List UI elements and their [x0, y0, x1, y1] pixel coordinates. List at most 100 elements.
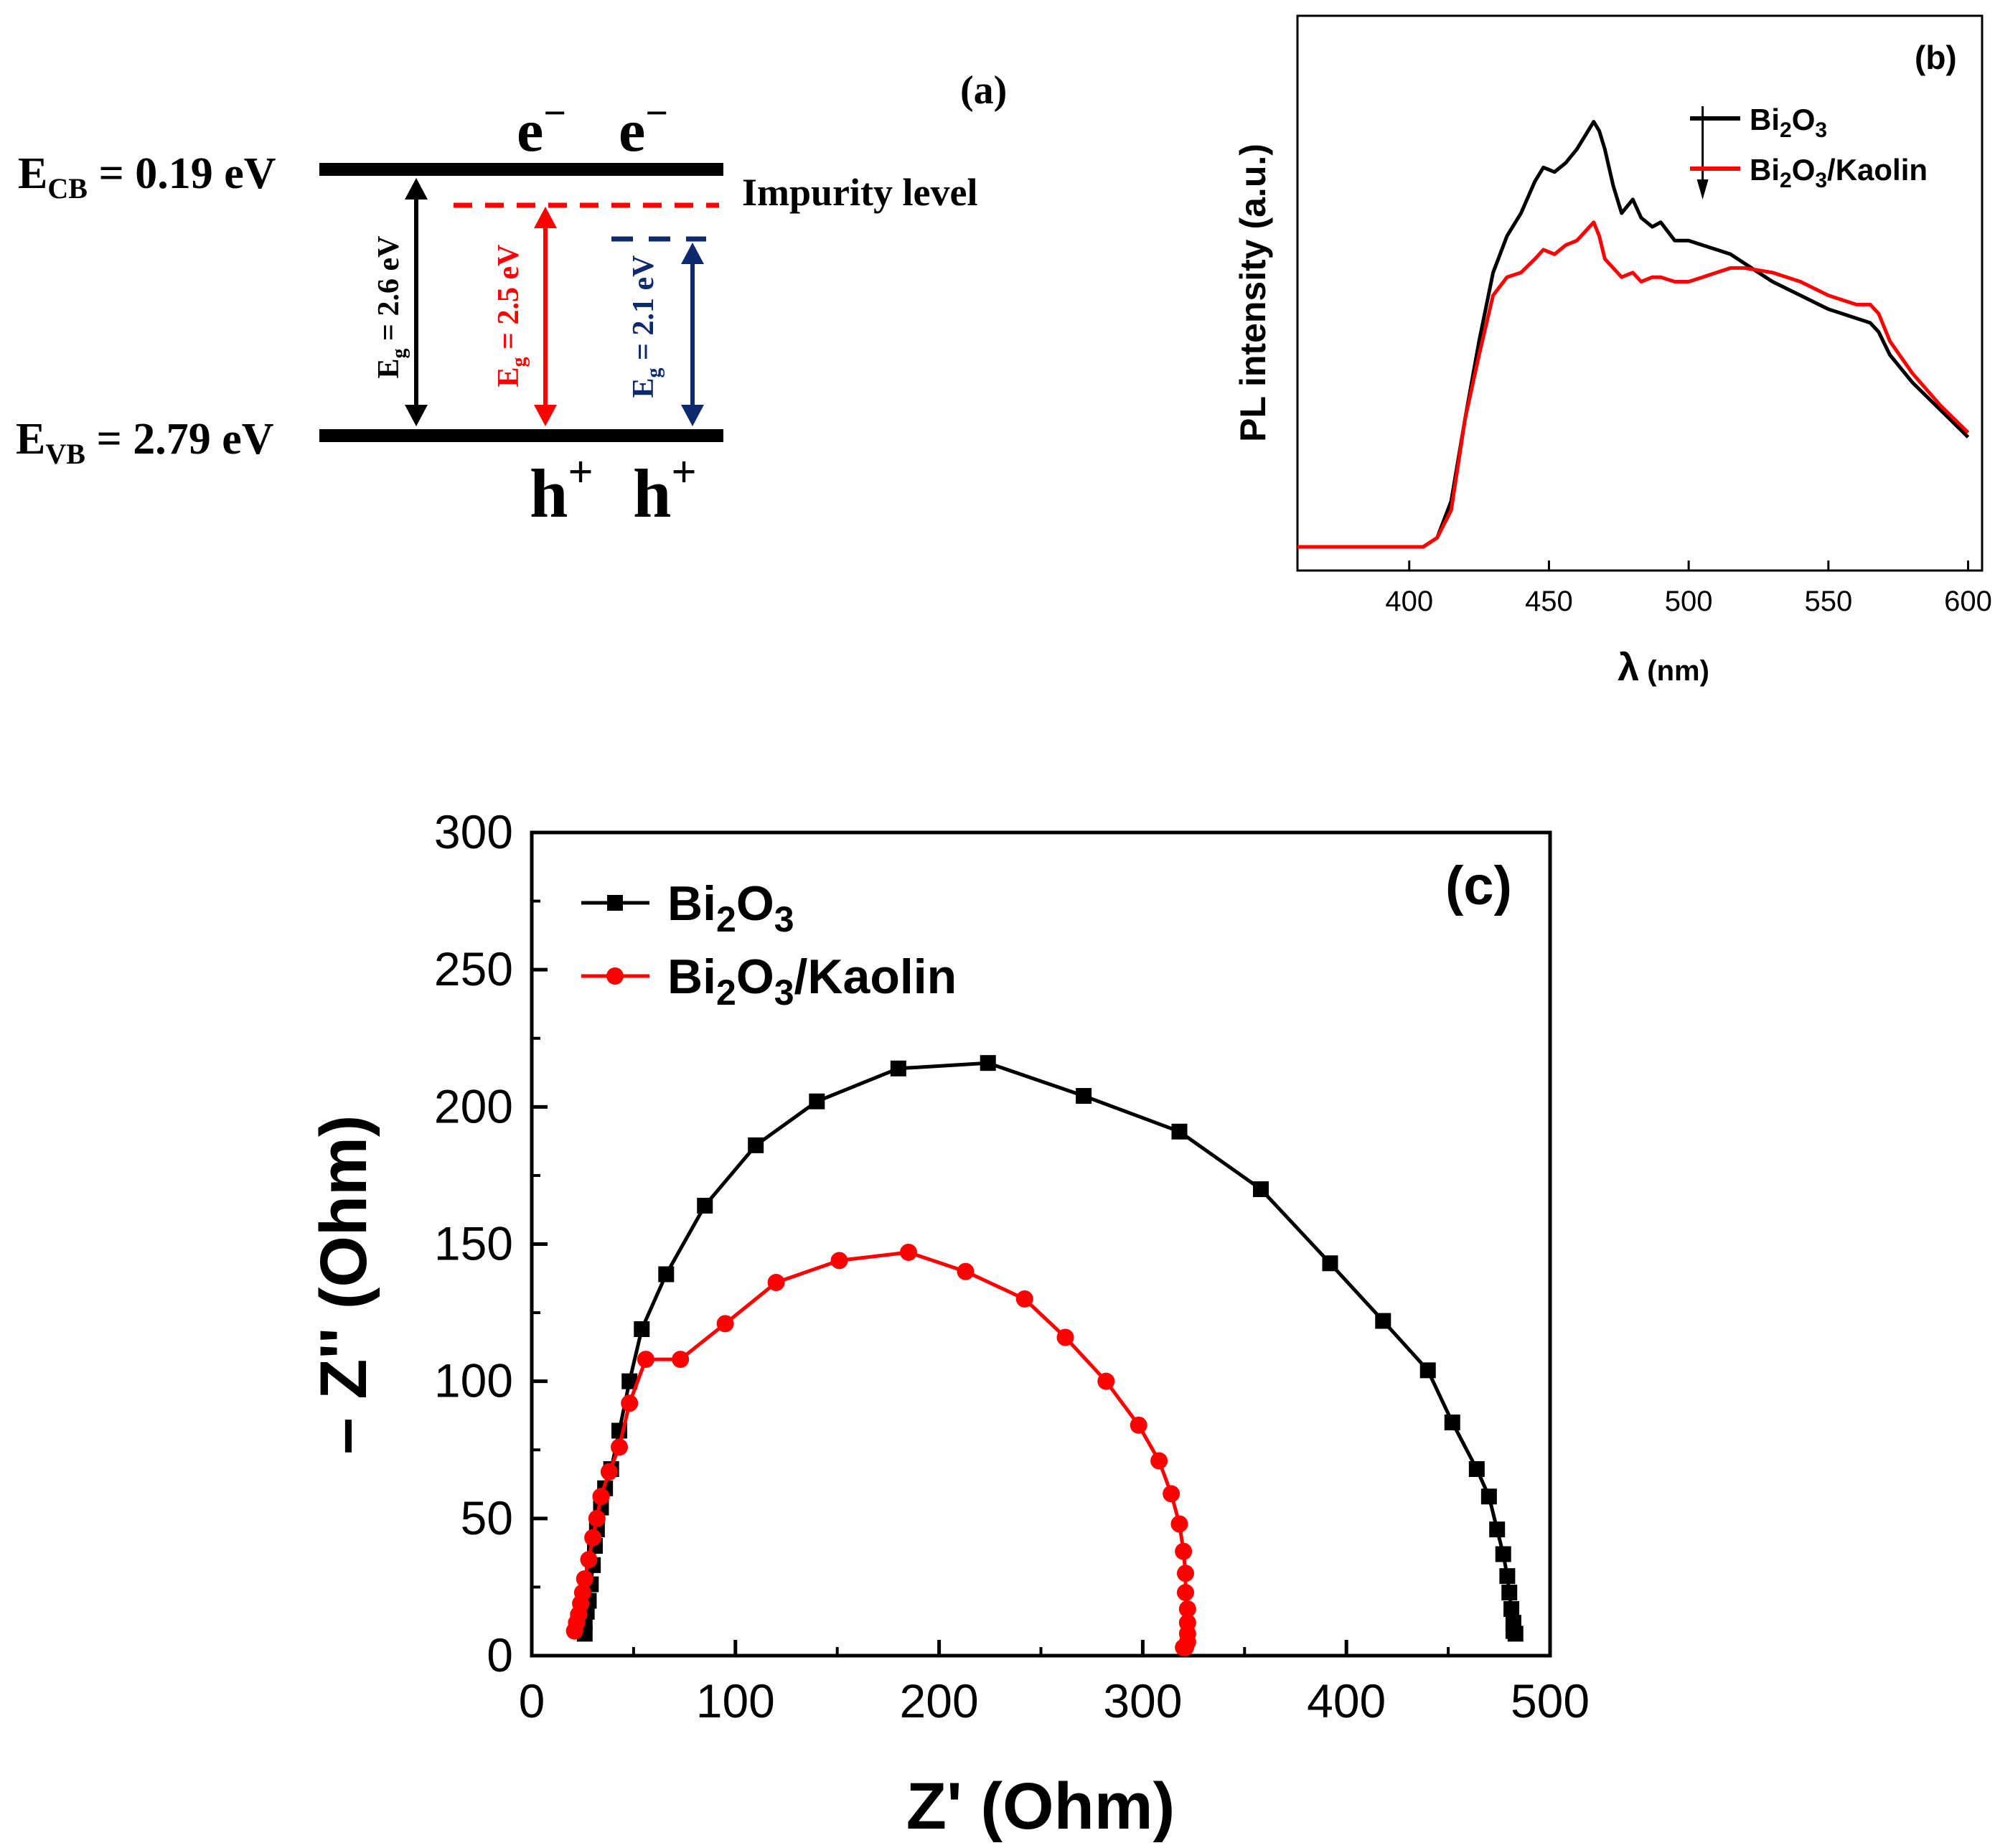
- arrow-head-down: [681, 405, 704, 426]
- cb-energy-main: E: [18, 149, 47, 198]
- data-point-circle: [1178, 1600, 1196, 1618]
- chem-subscript: 3: [774, 972, 794, 1013]
- x-tick-label: 500: [1511, 1674, 1590, 1727]
- hole-charge: +: [671, 448, 696, 497]
- y-tick-label: 250: [434, 942, 513, 995]
- data-point-square: [1444, 1415, 1460, 1431]
- data-point-square: [1322, 1255, 1338, 1272]
- data-point-circle: [1175, 1542, 1193, 1560]
- data-point-circle: [767, 1274, 785, 1292]
- chem-subscript: 3: [1815, 169, 1827, 192]
- x-tick-label: 400: [1307, 1674, 1386, 1727]
- data-point-square: [1253, 1181, 1269, 1198]
- chem-part: Bi: [667, 949, 716, 1004]
- data-point-square: [1489, 1521, 1506, 1538]
- data-point-square: [1419, 1362, 1436, 1379]
- gap-label-main: E: [492, 367, 525, 387]
- data-point-square: [1375, 1313, 1391, 1329]
- x-tick-label: 550: [1804, 586, 1852, 617]
- data-point-circle: [637, 1351, 654, 1369]
- chem-part: Bi: [1750, 103, 1780, 136]
- gap-label-value: = 2.6 eV: [372, 236, 405, 349]
- data-point-circle: [1130, 1416, 1147, 1434]
- impurity-level-label: Impurity level: [742, 171, 977, 214]
- data-point-circle: [1163, 1485, 1180, 1503]
- y-axis-label: PL intensity (a.u.): [1233, 144, 1273, 442]
- electron-label: e−: [619, 91, 668, 164]
- electron-charge: −: [543, 91, 566, 136]
- x-tick-label: 500: [1665, 586, 1713, 617]
- data-point-square: [1468, 1461, 1485, 1478]
- arrow-head-up: [534, 207, 557, 228]
- data-point-circle: [576, 1570, 593, 1587]
- data-point-circle: [1056, 1328, 1074, 1346]
- chem-part: /Kaolin: [1827, 153, 1928, 187]
- gap-label-value: = 2.5 eV: [492, 245, 525, 357]
- data-point-circle: [588, 1509, 606, 1527]
- panel-a-label: (a): [960, 68, 1007, 113]
- gap-arrow-2-1: [681, 243, 704, 426]
- data-point-circle: [830, 1252, 848, 1270]
- electron-symbol: e: [619, 98, 645, 164]
- data-point-circle: [592, 1488, 610, 1506]
- x-axis-label-symbol: λ: [1618, 646, 1639, 689]
- data-point-square: [1501, 1585, 1518, 1601]
- data-point-square: [890, 1060, 906, 1077]
- x-tick-label: 400: [1385, 586, 1433, 617]
- data-point-circle: [900, 1243, 918, 1261]
- chem-part: O: [1792, 103, 1816, 136]
- vb-energy-sub: VB: [45, 438, 85, 470]
- data-point-circle: [1175, 1638, 1193, 1656]
- y-tick-label: 300: [434, 805, 513, 858]
- x-axis-label: λ (nm): [1618, 646, 1709, 689]
- y-tick-label: 100: [434, 1354, 513, 1407]
- data-point-circle: [1097, 1372, 1115, 1390]
- legend-marker-square: [607, 895, 623, 911]
- data-point-square: [980, 1055, 996, 1071]
- data-point-square: [1507, 1626, 1524, 1642]
- data-point-circle: [1150, 1452, 1168, 1470]
- data-point-circle: [600, 1463, 618, 1481]
- data-point-square: [697, 1197, 713, 1214]
- chem-part: /Kaolin: [794, 949, 957, 1004]
- legend-label-1: Bi2O3/Kaolin: [667, 949, 957, 1013]
- chem-part: Bi: [667, 876, 716, 931]
- chem-subscript: 2: [716, 972, 736, 1013]
- data-point-circle: [957, 1262, 975, 1280]
- gap-arrow-2-5: [534, 207, 557, 426]
- data-point-square: [658, 1266, 675, 1282]
- data-point-circle: [580, 1551, 598, 1569]
- gap-label-sub: g: [388, 348, 410, 358]
- chem-part: O: [1792, 153, 1816, 187]
- electron-label: e−: [517, 91, 566, 164]
- electron-charge: −: [645, 91, 668, 136]
- data-point-circle: [573, 1584, 591, 1602]
- x-tick-label: 0: [519, 1674, 545, 1727]
- hole-charge: +: [568, 448, 593, 497]
- legend-label-0: Bi2O3: [667, 876, 794, 939]
- electron-symbol: e: [517, 98, 543, 164]
- arrow-head-down: [534, 405, 557, 426]
- data-point-square: [1495, 1546, 1511, 1562]
- data-point-circle: [716, 1315, 734, 1333]
- data-point-circle: [1176, 1565, 1194, 1582]
- cb-energy-sub: CB: [47, 172, 88, 205]
- hole-symbol: h: [633, 455, 671, 532]
- x-tick-label: 450: [1525, 586, 1573, 617]
- plot-frame: [1296, 14, 1984, 572]
- hole-label: h+: [530, 448, 593, 532]
- decrease-arrow-head: [1696, 179, 1709, 200]
- data-point-square: [1076, 1088, 1092, 1104]
- series-line-1: [573, 1250, 1190, 1649]
- series-line-0: [1297, 120, 1970, 549]
- data-point-circle: [1170, 1515, 1188, 1533]
- legend-label-0: Bi2O3: [1750, 103, 1827, 142]
- chem-subscript: 2: [1780, 118, 1792, 142]
- arrow-head-up: [405, 178, 428, 200]
- data-point-circle: [584, 1529, 602, 1547]
- y-tick-label: 0: [487, 1628, 513, 1682]
- data-point-square: [1503, 1601, 1520, 1618]
- vb-energy-value: = 2.79 eV: [85, 415, 274, 464]
